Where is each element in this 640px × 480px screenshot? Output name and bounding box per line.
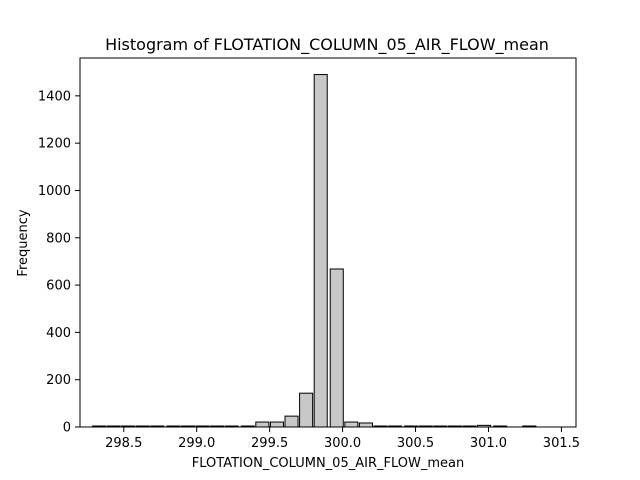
histogram-bar <box>329 268 344 428</box>
y-tick-label: 800 <box>46 231 71 246</box>
y-axis-label: Frequency <box>16 209 31 276</box>
x-axis-label: FLOTATION_COLUMN_05_AIR_FLOW_mean <box>192 456 464 471</box>
chart-title: Histogram of FLOTATION_COLUMN_05_AIR_FLO… <box>105 35 549 55</box>
y-tick-label: 0 <box>63 421 71 436</box>
histogram-bar <box>344 421 359 428</box>
x-tick-label: 301.0 <box>470 436 507 451</box>
plot-frame <box>79 57 577 428</box>
y-tick-label: 200 <box>46 373 71 388</box>
x-tick-label: 299.5 <box>251 436 288 451</box>
y-tick-label: 600 <box>46 279 71 294</box>
x-tick-label: 301.5 <box>543 436 580 451</box>
x-tick-label: 300.0 <box>324 436 361 451</box>
y-tick-label: 1000 <box>38 184 71 199</box>
histogram-bar <box>313 74 328 428</box>
x-tick-label: 299.0 <box>178 436 215 451</box>
x-tick-label: 300.5 <box>397 436 434 451</box>
histogram-bar <box>255 421 270 428</box>
y-axis-ticks: 0 200 400 600 800 1000 1200 1400 <box>38 89 80 436</box>
y-tick-label: 1200 <box>38 137 71 152</box>
histogram-bar <box>358 422 373 428</box>
x-axis-ticks: 298.5 299.0 299.5 300.0 300.5 301.0 301.5 <box>105 427 580 451</box>
y-tick-label: 400 <box>46 326 71 341</box>
histogram-bar <box>269 421 284 428</box>
histogram-bar <box>284 415 299 428</box>
histogram-bar <box>299 392 314 428</box>
x-tick-label: 298.5 <box>105 436 142 451</box>
y-tick-label: 1400 <box>38 89 71 104</box>
